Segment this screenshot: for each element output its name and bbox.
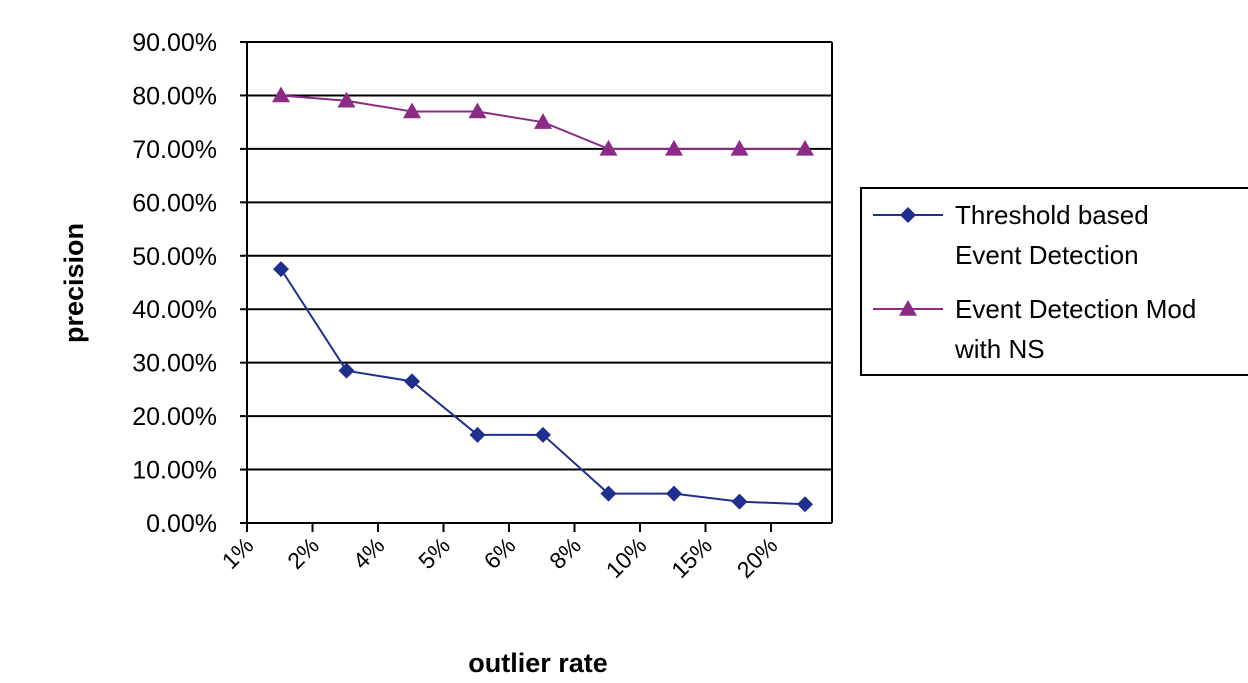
x-axis-title: outlier rate (468, 648, 608, 678)
x-tick-label: 15% (666, 532, 717, 583)
legend: Threshold based Event Detection Event Dete… (860, 187, 1248, 376)
x-tick-label: 2% (282, 532, 324, 574)
y-tick-label: 10.00% (132, 457, 217, 485)
data-point (468, 102, 487, 119)
data-point (535, 426, 551, 443)
data-point (272, 86, 290, 103)
data-point (273, 261, 289, 278)
x-tick-label: 5% (413, 532, 455, 574)
x-tick-label: 1% (217, 532, 259, 574)
x-tick-label: 20% (732, 532, 783, 583)
axes (240, 41, 833, 532)
y-tick-label: 70.00% (132, 136, 217, 164)
legend-marker (900, 207, 916, 223)
legend-label: Threshold based (955, 200, 1149, 230)
x-tick-label: 6% (479, 532, 521, 574)
data-point (730, 139, 749, 156)
data-point (600, 485, 617, 502)
data-point (797, 496, 813, 513)
y-tick-label: 80.00% (132, 82, 217, 110)
legend-label: Event Detection (955, 240, 1139, 270)
series-lines (280, 94, 806, 506)
series-markers (272, 86, 814, 513)
y-tick-label: 20.00% (132, 403, 217, 431)
legend-label: Event Detection Mod (955, 294, 1196, 324)
data-point (731, 493, 748, 510)
data-point (403, 102, 421, 119)
x-tick-labels: 1% 2% 4% 5% 6% 8% 10% 15% 20% (217, 532, 783, 583)
data-point (469, 426, 486, 443)
legend-box (860, 187, 1248, 376)
x-tick-label: 8% (544, 532, 586, 574)
data-point (666, 485, 682, 502)
data-point (599, 139, 618, 156)
data-point (404, 373, 420, 390)
data-point (534, 113, 552, 129)
y-tick-label: 50.00% (132, 243, 217, 271)
data-point (338, 362, 355, 379)
grid-lines (247, 41, 832, 471)
data-point (337, 91, 356, 108)
x-tick-label: 10% (601, 532, 652, 583)
y-tick-label: 40.00% (132, 296, 217, 324)
data-point (665, 139, 683, 156)
legend-marker (899, 300, 917, 316)
x-tick-label: 4% (348, 532, 390, 574)
y-tick-labels: 0.00% 10.00% 20.00% 30.00% 40.00% 50.00% 60.00… (132, 29, 217, 538)
y-tick-label: 0.00% (146, 510, 217, 538)
y-tick-label: 60.00% (132, 189, 217, 217)
y-axis-title: precision (59, 223, 89, 343)
y-tick-label: 90.00% (132, 29, 217, 57)
legend-label: with NS (954, 334, 1045, 364)
y-tick-label: 30.00% (132, 350, 217, 378)
data-point (796, 139, 814, 156)
